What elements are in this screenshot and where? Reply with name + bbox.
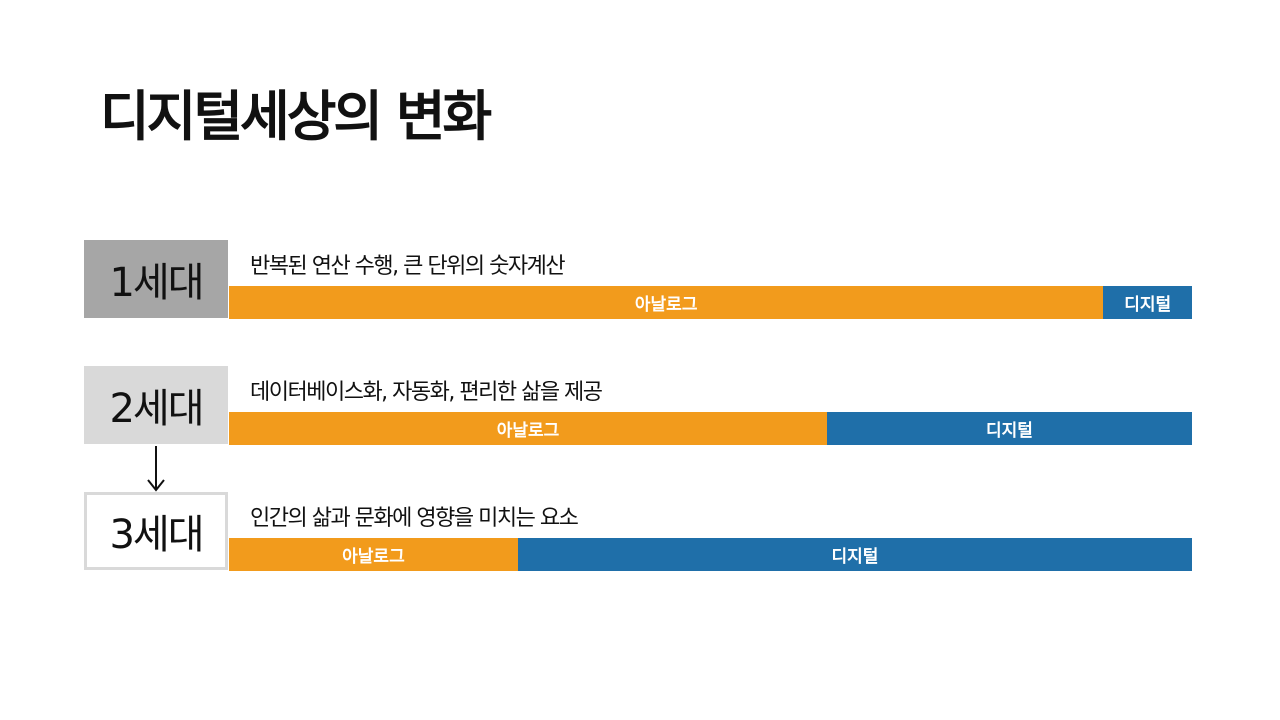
- down-arrow-icon: [147, 446, 165, 492]
- generation-3-label: 3세대: [84, 492, 228, 570]
- generation-1-bar: 아날로그 디지털: [229, 286, 1192, 319]
- digital-segment: 디지털: [1103, 286, 1192, 319]
- generation-3-description: 인간의 삶과 문화에 영향을 미치는 요소: [250, 506, 579, 531]
- generation-3-bar: 아날로그 디지털: [229, 538, 1192, 571]
- page-title: 디지털세상의 변화: [100, 85, 492, 148]
- analog-segment: 아날로그: [229, 412, 828, 445]
- generation-2-label: 2세대: [84, 366, 228, 444]
- generation-1-description: 반복된 연산 수행, 큰 단위의 숫자계산: [250, 254, 566, 279]
- analog-segment: 아날로그: [229, 538, 518, 571]
- generation-1-label: 1세대: [84, 240, 228, 318]
- digital-segment: 디지털: [517, 538, 1192, 571]
- analog-segment: 아날로그: [229, 286, 1104, 319]
- generation-2-bar: 아날로그 디지털: [229, 412, 1192, 445]
- generation-2-description: 데이터베이스화, 자동화, 편리한 삶을 제공: [250, 380, 603, 405]
- digital-segment: 디지털: [827, 412, 1192, 445]
